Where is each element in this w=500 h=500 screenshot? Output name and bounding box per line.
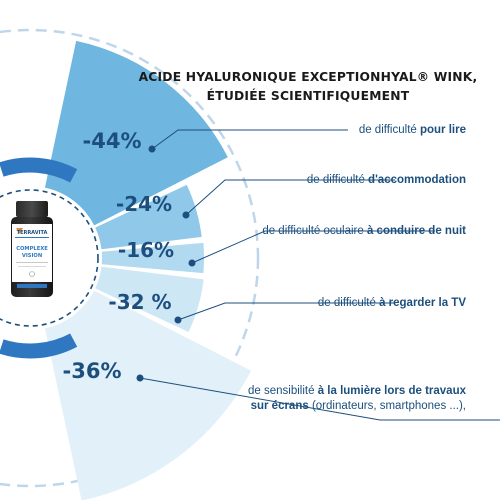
- leader-line-5: [139, 377, 500, 421]
- title-line-2: ÉTUDIÉE SCIENTIFIQUEMENT: [206, 89, 410, 103]
- bottle-name-line1: COMPLEXE: [16, 246, 48, 252]
- description-conduire-de-nuit: de difficulté oculaire à conduire de nui…: [262, 225, 466, 237]
- segment-3: [101, 242, 204, 274]
- description-accommodation: de difficulté d'accommodation: [306, 174, 466, 186]
- leader-dot-1: [148, 145, 156, 153]
- leader-dot-2: [182, 211, 190, 219]
- leader-line-3: [191, 230, 435, 264]
- segment-2: [95, 184, 202, 250]
- title-line-1: ACIDE HYALURONIQUE EXCEPTIONHYAL® WINK,: [138, 70, 478, 84]
- value-label-3: -16%: [118, 238, 174, 262]
- bottom-accent-arc: [0, 333, 78, 359]
- leader-line-1: [151, 129, 348, 150]
- leader-dot-4: [174, 316, 182, 324]
- segment-5: [44, 290, 251, 500]
- inner-dashed-ring: [0, 189, 99, 327]
- description-pour-lire: de difficulté pour lire: [358, 124, 466, 136]
- chart-title: ACIDE HYALURONIQUE EXCEPTIONHYAL® WINK, …: [138, 68, 478, 106]
- leader-dot-5: [136, 374, 144, 382]
- description-regarder-tv: de difficulté à regarder la TV: [317, 297, 466, 309]
- segment-4: [95, 266, 204, 332]
- value-label-1: -44%: [83, 129, 142, 153]
- outer-dashed-ring: [0, 28, 260, 488]
- value-label-4: -32 %: [108, 290, 171, 314]
- leader-line-2: [185, 179, 395, 216]
- segment-1: [44, 40, 228, 226]
- value-label-2: -24%: [116, 192, 172, 216]
- value-label-5: -36%: [63, 359, 122, 383]
- supplement-bottle-image: TERRAVITA COMPLEXE VISION: [11, 201, 53, 297]
- leader-line-4: [177, 302, 395, 321]
- description-sensibilite-lumiere: de sensibilité à la lumière lors de trav…: [248, 385, 466, 412]
- leader-dot-3: [188, 259, 196, 267]
- bottle-name-line2: VISION: [22, 253, 42, 259]
- top-accent-arc: [0, 157, 78, 183]
- bottle-brand: TERRAVITA: [17, 230, 48, 236]
